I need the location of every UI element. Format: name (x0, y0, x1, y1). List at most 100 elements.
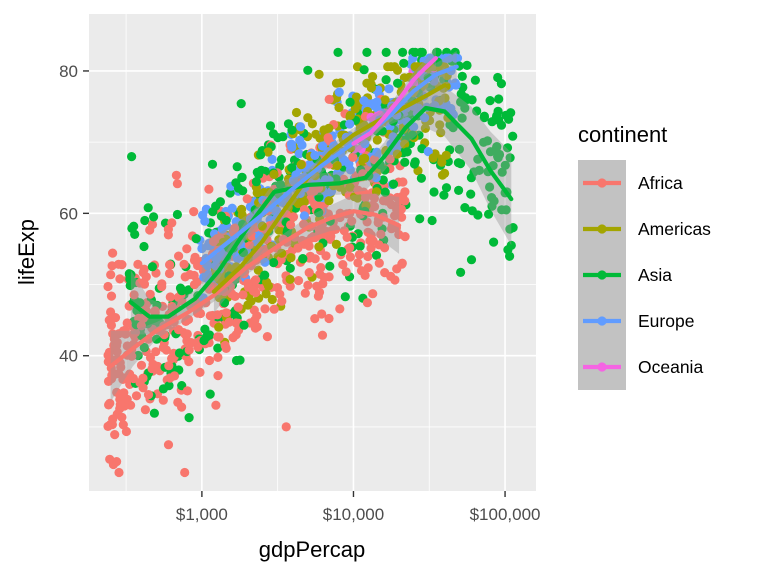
data-point-asia (432, 47, 442, 58)
data-point-asia (140, 215, 150, 226)
data-point-africa (348, 152, 358, 162)
data-point-asia (143, 203, 153, 213)
data-point-africa (335, 304, 345, 314)
data-point-asia (158, 384, 168, 394)
data-point-africa (165, 260, 175, 270)
data-point-africa (112, 457, 122, 467)
data-point-asia (427, 215, 437, 226)
confidence-band-americas (213, 66, 445, 313)
data-point-africa (347, 216, 357, 226)
data-point-europe (295, 135, 305, 145)
data-point-americas (366, 83, 376, 93)
data-point-asia (492, 111, 502, 121)
data-point-asia (287, 163, 297, 173)
data-point-europe (267, 154, 277, 164)
data-point-africa (247, 231, 257, 241)
data-point-americas (386, 62, 396, 72)
smooth-line-africa (108, 209, 402, 369)
data-point-africa (369, 193, 379, 203)
data-point-africa (310, 314, 320, 324)
data-point-africa (106, 320, 116, 330)
data-point-americas (437, 157, 447, 167)
data-point-asia (276, 154, 286, 165)
data-point-africa (139, 278, 149, 288)
data-point-africa (306, 233, 316, 243)
data-point-africa (366, 243, 376, 253)
data-point-asia (441, 183, 452, 193)
data-point-africa (211, 400, 221, 410)
data-point-americas (334, 102, 344, 113)
data-point-africa (189, 255, 200, 265)
data-point-africa (157, 282, 167, 292)
data-point-asia (388, 179, 399, 189)
data-point-africa (248, 286, 259, 296)
data-point-africa (139, 264, 149, 274)
data-point-americas (214, 274, 224, 284)
data-point-asia (355, 241, 365, 251)
legend-label: Oceania (638, 357, 703, 377)
data-point-asia (129, 221, 139, 231)
data-point-asia (500, 160, 510, 170)
data-point-europe (334, 87, 344, 97)
data-point-europe (372, 147, 382, 157)
data-point-asia (484, 209, 494, 219)
data-point-africa (286, 220, 296, 230)
data-point-africa (136, 321, 146, 331)
data-point-asia (124, 269, 134, 279)
data-point-asia (236, 99, 246, 109)
data-point-africa (128, 373, 138, 384)
data-point-asia (177, 286, 187, 296)
data-point-africa (353, 258, 363, 268)
data-point-africa (167, 353, 177, 364)
data-point-europe (450, 78, 460, 88)
data-point-asia (378, 175, 388, 185)
data-point-americas (214, 322, 224, 332)
data-point-africa (309, 186, 319, 196)
data-point-africa (208, 310, 218, 321)
data-point-africa (304, 268, 314, 278)
data-point-africa (360, 193, 371, 203)
x-tick-label: $100,000 (470, 505, 541, 524)
data-point-africa (110, 313, 121, 323)
data-point-asia (502, 143, 513, 153)
data-point-africa (238, 290, 248, 300)
data-point-europe (384, 84, 394, 94)
data-point-africa (310, 254, 320, 264)
data-point-africa (165, 292, 175, 302)
data-point-africa (105, 454, 115, 464)
data-point-europe (203, 261, 213, 271)
data-point-africa (109, 334, 119, 344)
data-point-asia (456, 267, 466, 277)
data-point-africa (345, 243, 355, 253)
data-point-africa (150, 306, 160, 316)
data-point-asia (184, 413, 194, 423)
data-point-americas (437, 170, 448, 180)
data-point-asia (415, 214, 425, 224)
data-point-africa (213, 332, 223, 342)
data-point-asia (400, 157, 410, 167)
data-point-americas (441, 150, 451, 160)
data-point-asia (371, 250, 382, 260)
data-point-americas (331, 239, 341, 249)
data-point-oceania (366, 112, 376, 122)
data-point-asia (362, 47, 372, 58)
data-point-asia (191, 234, 201, 244)
data-point-africa (204, 355, 215, 366)
data-point-africa (251, 275, 261, 285)
legend-label: Asia (638, 265, 672, 285)
data-point-americas (360, 153, 370, 163)
data-point-asia (233, 183, 244, 193)
data-point-asia (282, 227, 292, 238)
data-point-asia (496, 79, 506, 89)
data-point-africa (376, 229, 386, 239)
data-point-africa (385, 154, 395, 164)
data-point-asia (340, 292, 350, 302)
data-point-asia (505, 153, 515, 163)
data-point-africa (106, 291, 117, 301)
data-point-asia (445, 120, 455, 130)
data-point-africa (104, 400, 114, 410)
data-point-asia (239, 320, 249, 330)
data-point-asia (172, 209, 182, 220)
data-point-asia (207, 159, 218, 169)
data-point-africa (163, 230, 173, 240)
